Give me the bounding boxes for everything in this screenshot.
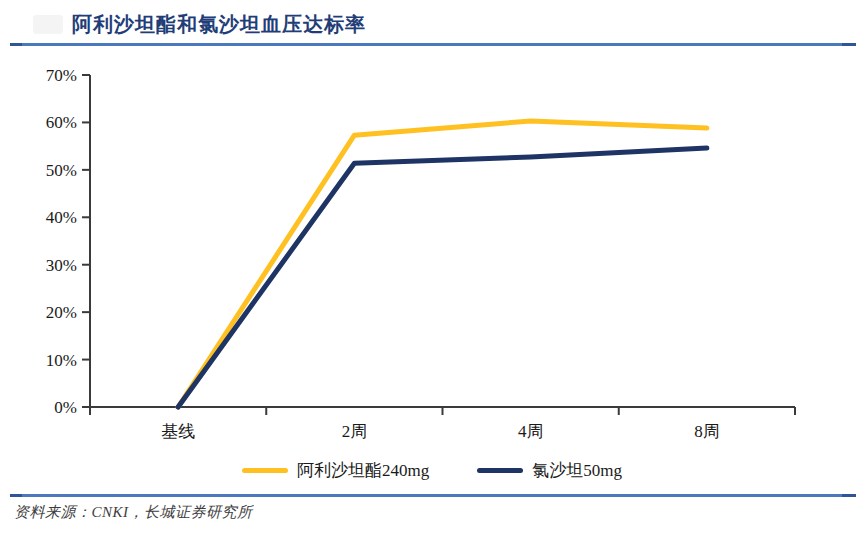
source-note: 资料来源：CNKI，长城证券研究所 — [14, 503, 253, 522]
chart-panel: 阿利沙坦酯和氯沙坦血压达标率 0% 10% 20% 30% 40% 50% 60% 70% 基线… — [0, 0, 864, 533]
legend-swatch — [477, 468, 523, 473]
y-tick-label: 40% — [46, 208, 77, 227]
legend-label: 氯沙坦50mg — [532, 459, 622, 482]
x-tick-label: 4周 — [518, 422, 544, 441]
chart-title: 阿利沙坦酯和氯沙坦血压达标率 — [72, 11, 366, 38]
series-line — [178, 121, 707, 407]
x-tick-label: 基线 — [161, 422, 195, 441]
y-tick-label: 30% — [46, 256, 77, 275]
watermark-smudge — [33, 15, 63, 34]
series-line — [178, 148, 707, 407]
x-tick-label: 2周 — [342, 422, 368, 441]
chart-legend: 阿利沙坦酯240mg 氯沙坦50mg — [0, 455, 864, 485]
y-tick-label: 50% — [46, 161, 77, 180]
footer-rule — [10, 494, 856, 497]
legend-item: 氯沙坦50mg — [477, 459, 622, 482]
title-underline-rule — [10, 43, 856, 46]
y-tick-label: 60% — [46, 113, 77, 132]
x-tick-label: 8周 — [694, 422, 720, 441]
legend-label: 阿利沙坦酯240mg — [297, 459, 429, 482]
y-tick-label: 20% — [46, 303, 77, 322]
line-chart: 0% 10% 20% 30% 40% 50% 60% 70% 基线 2周 4周 8周 — [0, 60, 864, 450]
y-tick-label: 0% — [54, 398, 77, 417]
legend-item: 阿利沙坦酯240mg — [242, 459, 429, 482]
y-tick-label: 70% — [46, 66, 77, 85]
legend-swatch — [242, 468, 288, 473]
y-tick-label: 10% — [46, 351, 77, 370]
